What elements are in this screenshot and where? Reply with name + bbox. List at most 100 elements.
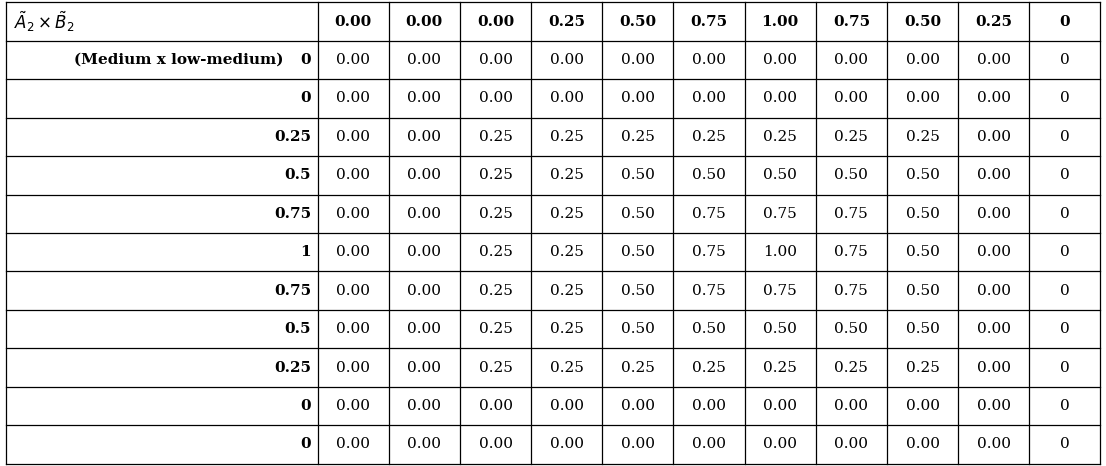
Text: 0.50: 0.50 (834, 168, 868, 182)
Text: 0.25: 0.25 (692, 130, 726, 144)
Text: 0.00: 0.00 (834, 438, 868, 452)
Text: 0.00: 0.00 (763, 53, 797, 67)
Text: 0.00: 0.00 (550, 53, 584, 67)
Text: 0.25: 0.25 (906, 361, 939, 375)
Text: 0.00: 0.00 (620, 53, 655, 67)
Text: 0: 0 (1060, 438, 1070, 452)
Text: 0.00: 0.00 (906, 91, 939, 105)
Text: 0.00: 0.00 (336, 284, 371, 298)
Text: 0.00: 0.00 (479, 53, 512, 67)
Text: 0.50: 0.50 (620, 207, 655, 221)
Text: 0.75: 0.75 (835, 207, 868, 221)
Text: 0: 0 (1060, 207, 1070, 221)
Text: 0.00: 0.00 (477, 14, 514, 28)
Text: 1: 1 (301, 245, 311, 259)
Text: 0.25: 0.25 (550, 207, 584, 221)
Text: 0.00: 0.00 (479, 438, 512, 452)
Text: 0.00: 0.00 (620, 438, 655, 452)
Text: 0.00: 0.00 (692, 399, 726, 413)
Text: 0.00: 0.00 (834, 91, 868, 105)
Text: 0.25: 0.25 (550, 361, 584, 375)
Text: 0.00: 0.00 (834, 399, 868, 413)
Text: 0.00: 0.00 (407, 438, 441, 452)
Text: 0.25: 0.25 (479, 245, 512, 259)
Text: 0.25: 0.25 (763, 130, 797, 144)
Text: 0: 0 (301, 438, 311, 452)
Text: 0.25: 0.25 (550, 245, 584, 259)
Text: 0.00: 0.00 (336, 245, 371, 259)
Text: 0.00: 0.00 (977, 130, 1011, 144)
Text: 0.00: 0.00 (763, 438, 797, 452)
Text: 0.00: 0.00 (763, 399, 797, 413)
Text: 0: 0 (1060, 168, 1070, 182)
Text: 0.25: 0.25 (550, 130, 584, 144)
Text: 0.00: 0.00 (336, 168, 371, 182)
Text: 0.00: 0.00 (407, 207, 441, 221)
Text: 0.00: 0.00 (692, 53, 726, 67)
Text: 0.50: 0.50 (620, 322, 655, 336)
Text: 0.00: 0.00 (906, 438, 939, 452)
Text: 0.50: 0.50 (906, 322, 939, 336)
Text: 0.00: 0.00 (977, 322, 1011, 336)
Text: 0.50: 0.50 (619, 14, 657, 28)
Text: 0.00: 0.00 (620, 399, 655, 413)
Text: 0.00: 0.00 (550, 91, 584, 105)
Text: 0.25: 0.25 (692, 361, 726, 375)
Text: 0.00: 0.00 (336, 399, 371, 413)
Text: 0.25: 0.25 (550, 322, 584, 336)
Text: 0.25: 0.25 (550, 168, 584, 182)
Text: 0.00: 0.00 (977, 361, 1011, 375)
Text: 0.25: 0.25 (479, 361, 512, 375)
Text: 1.00: 1.00 (763, 245, 797, 259)
Text: 0.25: 0.25 (620, 361, 655, 375)
Text: 0: 0 (1060, 130, 1070, 144)
Text: 0.75: 0.75 (833, 14, 870, 28)
Text: 0.50: 0.50 (906, 245, 939, 259)
Text: 0.00: 0.00 (977, 284, 1011, 298)
Text: 0.00: 0.00 (407, 284, 441, 298)
Text: 0.75: 0.75 (763, 284, 797, 298)
Text: 0.00: 0.00 (336, 438, 371, 452)
Text: 0.00: 0.00 (977, 438, 1011, 452)
Text: 0.5: 0.5 (284, 168, 311, 182)
Text: 0.75: 0.75 (692, 284, 726, 298)
Text: 0.00: 0.00 (336, 130, 371, 144)
Text: 0: 0 (301, 91, 311, 105)
Text: 0.75: 0.75 (274, 284, 311, 298)
Text: 0.25: 0.25 (906, 130, 939, 144)
Text: 0: 0 (301, 399, 311, 413)
Text: (Medium x low-medium): (Medium x low-medium) (74, 53, 283, 67)
Text: 0.00: 0.00 (407, 130, 441, 144)
Text: 0.00: 0.00 (977, 245, 1011, 259)
Text: 0.50: 0.50 (763, 322, 797, 336)
Text: 1.00: 1.00 (762, 14, 799, 28)
Text: 0.00: 0.00 (334, 14, 372, 28)
Text: 0: 0 (1060, 399, 1070, 413)
Text: 0.00: 0.00 (407, 53, 441, 67)
Text: 0.50: 0.50 (906, 284, 939, 298)
Text: 0.50: 0.50 (904, 14, 941, 28)
Text: 0: 0 (1060, 245, 1070, 259)
Text: 0.50: 0.50 (763, 168, 797, 182)
Text: 0.50: 0.50 (834, 322, 868, 336)
Text: 0: 0 (301, 53, 311, 67)
Text: 0.00: 0.00 (407, 91, 441, 105)
Text: 0.00: 0.00 (407, 399, 441, 413)
Text: 0: 0 (1060, 284, 1070, 298)
Text: 0.00: 0.00 (692, 438, 726, 452)
Text: $\tilde{A}_2 \times \tilde{B}_2$: $\tilde{A}_2 \times \tilde{B}_2$ (14, 9, 75, 34)
Text: 0.00: 0.00 (406, 14, 444, 28)
Text: 0.75: 0.75 (692, 245, 726, 259)
Text: 0.00: 0.00 (407, 168, 441, 182)
Text: 0.00: 0.00 (479, 399, 512, 413)
Text: 0.00: 0.00 (977, 168, 1011, 182)
Text: 0.75: 0.75 (835, 284, 868, 298)
Text: 0.00: 0.00 (407, 322, 441, 336)
Text: 0.00: 0.00 (407, 361, 441, 375)
Text: 0.25: 0.25 (834, 361, 868, 375)
Text: 0.25: 0.25 (479, 284, 512, 298)
Text: 0.25: 0.25 (274, 130, 311, 144)
Text: 0.00: 0.00 (336, 361, 371, 375)
Text: 0.25: 0.25 (479, 207, 512, 221)
Text: 0.00: 0.00 (336, 207, 371, 221)
